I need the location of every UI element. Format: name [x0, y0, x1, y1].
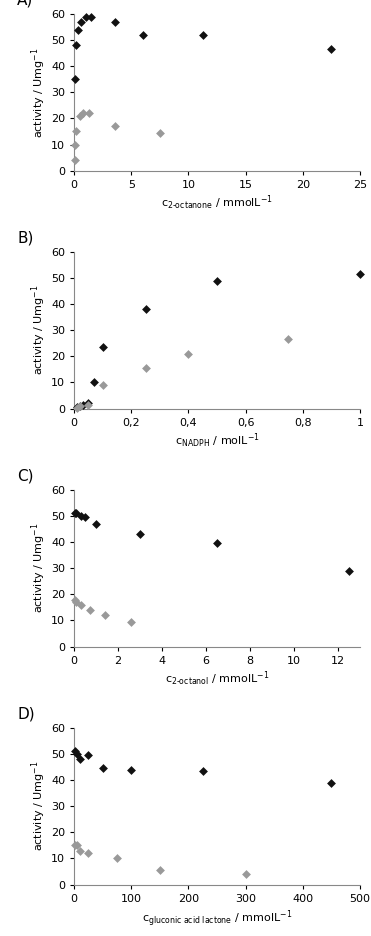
Y-axis label: activity / Umg$^{-1}$: activity / Umg$^{-1}$ [30, 285, 48, 375]
Point [72, 153, 78, 168]
Point [142, 360, 148, 375]
Point [91, 375, 97, 390]
Point [86, 106, 92, 121]
Point [112, 119, 118, 134]
Point [82, 510, 88, 525]
Point [75, 22, 81, 37]
Point [214, 273, 220, 288]
Point [74, 401, 80, 416]
Point [78, 14, 84, 29]
Point [85, 396, 92, 411]
Point [72, 506, 78, 521]
Text: B): B) [17, 231, 33, 246]
Point [100, 340, 106, 355]
Point [112, 14, 118, 29]
Point [78, 597, 84, 612]
Point [77, 399, 83, 414]
Point [328, 775, 334, 790]
Point [243, 867, 249, 882]
Point [77, 399, 83, 414]
Point [85, 748, 92, 763]
Point [328, 42, 334, 57]
Point [85, 397, 92, 412]
Text: C): C) [17, 469, 33, 484]
Point [157, 125, 163, 140]
Text: D): D) [17, 707, 35, 722]
Point [142, 302, 148, 317]
Point [186, 346, 191, 361]
Point [200, 764, 206, 779]
Point [83, 9, 89, 24]
Point [72, 838, 78, 853]
Point [93, 517, 99, 532]
Point [72, 744, 78, 759]
X-axis label: c$_{\mathsf{2\text{-}octanone}}$ / mmolL$^{-1}$: c$_{\mathsf{2\text{-}octanone}}$ / mmolL… [161, 194, 273, 212]
Point [114, 851, 120, 866]
Point [346, 563, 352, 578]
X-axis label: c$_{\mathsf{gluconic\ acid\ lactone}}$ / mmolL$^{-1}$: c$_{\mathsf{gluconic\ acid\ lactone}}$ /… [142, 908, 292, 929]
Point [86, 603, 92, 618]
Point [157, 863, 163, 878]
Point [77, 109, 83, 124]
Point [128, 762, 134, 777]
Point [200, 27, 206, 42]
Point [100, 377, 106, 392]
Point [357, 267, 363, 282]
Point [72, 72, 78, 87]
Point [72, 592, 78, 607]
X-axis label: c$_{\mathsf{NADPH}}$ / molL$^{-1}$: c$_{\mathsf{NADPH}}$ / molL$^{-1}$ [175, 431, 259, 450]
Point [73, 506, 79, 521]
Point [140, 27, 146, 42]
Point [77, 843, 83, 858]
X-axis label: c$_{\mathsf{2\text{-}octanol}}$ / mmolL$^{-1}$: c$_{\mathsf{2\text{-}octanol}}$ / mmolL$… [165, 670, 269, 688]
Point [78, 508, 84, 523]
Point [77, 752, 83, 767]
Point [74, 838, 80, 853]
Point [80, 397, 86, 412]
Point [73, 37, 79, 52]
Point [73, 594, 79, 609]
Point [88, 9, 94, 24]
Point [100, 761, 106, 776]
Point [72, 137, 78, 152]
Point [74, 747, 80, 762]
Point [137, 527, 143, 542]
Y-axis label: activity / Umg$^{-1}$: activity / Umg$^{-1}$ [30, 761, 48, 852]
Point [74, 400, 80, 415]
Point [286, 332, 292, 347]
Point [73, 124, 79, 139]
Point [128, 614, 134, 629]
Y-axis label: activity / Umg$^{-1}$: activity / Umg$^{-1}$ [30, 47, 48, 138]
Point [81, 106, 86, 121]
Point [214, 536, 220, 551]
Point [85, 846, 92, 861]
Text: A): A) [17, 0, 33, 7]
Y-axis label: activity / Umg$^{-1}$: activity / Umg$^{-1}$ [30, 523, 48, 613]
Point [102, 607, 108, 622]
